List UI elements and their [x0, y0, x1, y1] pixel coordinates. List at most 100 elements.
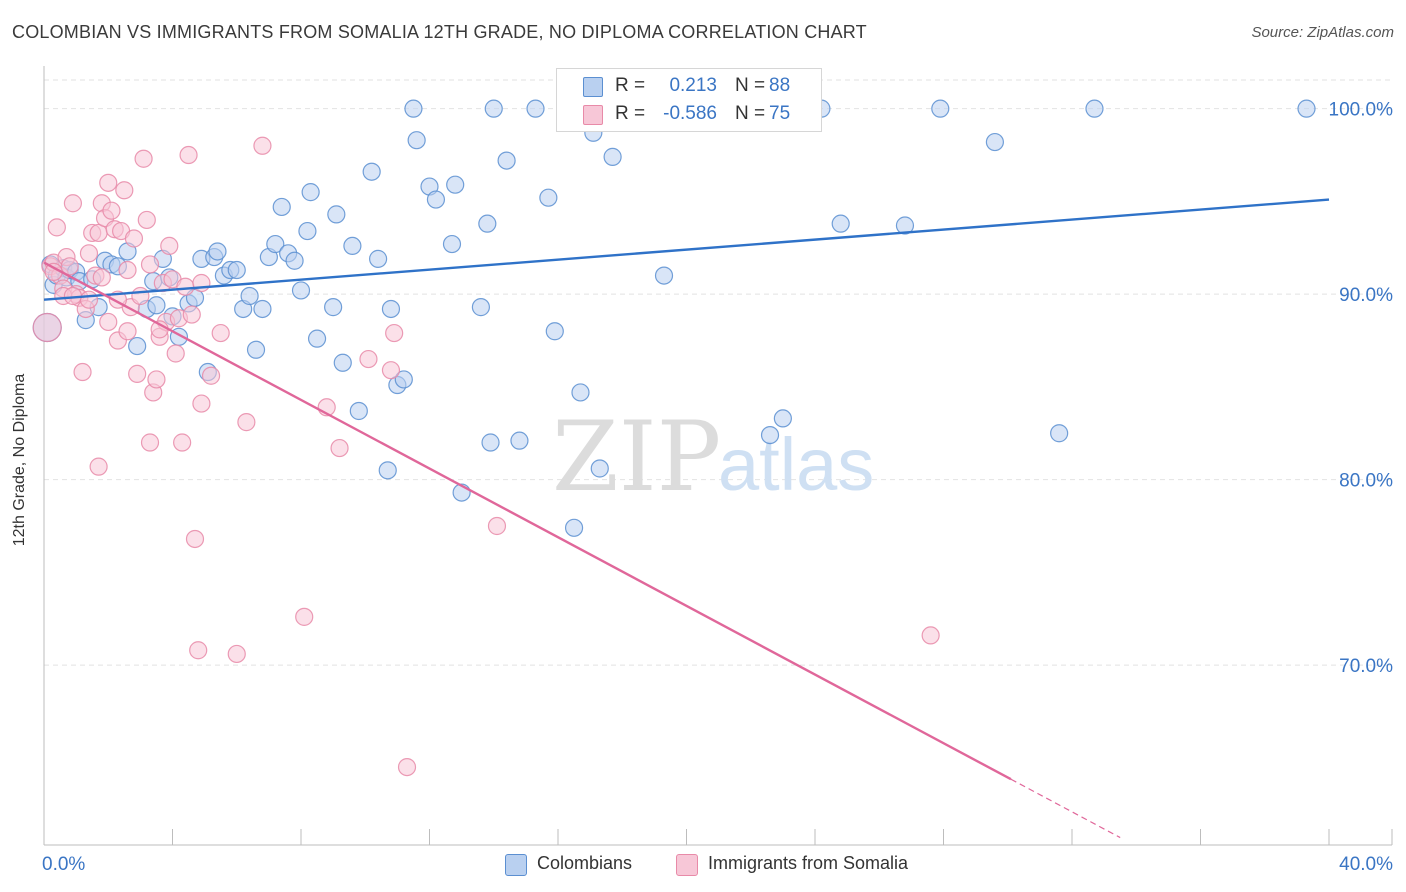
- colombians-point: [333, 353, 352, 372]
- legend-n-label: N =: [735, 103, 766, 124]
- watermark-zip: ZIP: [552, 401, 721, 513]
- legend-n-value: 75: [769, 103, 791, 124]
- somalia-point: [140, 255, 160, 274]
- colombians-point: [147, 296, 166, 315]
- somalia-point: [182, 305, 201, 324]
- y-tick-label: 70.0%: [1339, 656, 1393, 677]
- legend-label-colombians: Colombians: [537, 853, 633, 873]
- chart-title: COLOMBIAN VS IMMIGRANTS FROM SOMALIA 12T…: [12, 22, 867, 42]
- somalia-point: [330, 438, 349, 458]
- somalia-point: [147, 370, 166, 389]
- somalia-point: [140, 433, 160, 452]
- somalia-point: [32, 312, 62, 343]
- somalia-point: [79, 244, 99, 263]
- somalia-point: [487, 516, 507, 536]
- colombians-point: [272, 197, 291, 217]
- colombians-point: [760, 425, 780, 445]
- colombians-point: [285, 251, 304, 270]
- colombians-point: [478, 214, 497, 233]
- legend-r-label: R =: [615, 75, 646, 96]
- somalia-point: [47, 218, 66, 237]
- colombians-point: [539, 188, 558, 207]
- somalia-point: [89, 457, 108, 476]
- somalia-point: [359, 349, 378, 369]
- legend-swatch-blue: [583, 77, 603, 97]
- colombians-point: [301, 183, 320, 202]
- somalia-point: [397, 757, 417, 777]
- somalia-point: [166, 344, 185, 363]
- somalia-point: [63, 194, 83, 213]
- colombians-point: [227, 260, 246, 280]
- colombians-point: [240, 286, 259, 306]
- watermark: ZIP atlas: [552, 401, 874, 513]
- somalia-point: [124, 229, 144, 248]
- legend-swatch-colombians: [505, 854, 527, 876]
- colombians-point: [603, 147, 622, 166]
- chart-source: Source: ZipAtlas.com: [1251, 24, 1394, 41]
- colombians-point: [246, 340, 266, 359]
- colombians-point: [442, 234, 462, 254]
- colombians-point: [571, 383, 590, 402]
- colombians-point: [471, 298, 490, 317]
- colombians-point: [349, 401, 368, 421]
- colombians-point: [327, 205, 346, 224]
- somalia-point: [185, 529, 205, 549]
- colombians-point: [307, 329, 327, 348]
- somalia-point: [99, 312, 118, 332]
- colombians-point: [654, 266, 674, 285]
- colombians-point: [362, 162, 381, 181]
- colombians-point: [481, 433, 500, 452]
- somalia-point: [173, 433, 192, 452]
- somalia-point: [921, 626, 940, 645]
- gridlines: [44, 79, 1392, 666]
- axes: [43, 66, 1393, 846]
- somalia-point: [227, 644, 246, 664]
- colombians-point: [590, 459, 609, 478]
- colombians-point: [446, 175, 465, 194]
- somalia-point: [128, 364, 147, 383]
- colombians-point: [545, 322, 564, 341]
- colombians-point: [253, 299, 272, 319]
- colombians-point: [324, 298, 343, 317]
- somalia-point: [102, 201, 121, 220]
- somalia-point: [295, 607, 314, 626]
- legend-r-value: -0.586: [663, 103, 717, 124]
- colombians-point: [426, 190, 446, 209]
- colombians-trend-line: [43, 198, 1330, 301]
- colombians-point: [510, 431, 529, 450]
- somalia-point: [381, 361, 401, 380]
- legend-n-label: N =: [735, 75, 766, 96]
- colombians-point: [497, 151, 516, 170]
- colombians-point: [564, 518, 584, 537]
- somalia-point: [99, 173, 118, 192]
- somalia-point: [176, 277, 195, 296]
- somalia-point: [134, 149, 153, 168]
- somalia-point: [189, 641, 208, 660]
- legend-n-value: 88: [769, 75, 791, 96]
- correlation-legend: R = 0.213 N = 88 R = -0.586 N = 75: [556, 68, 822, 132]
- somalia-point: [385, 323, 404, 343]
- series-legend: Colombians Immigrants from Somalia: [0, 852, 1406, 878]
- somalia-trend-line: [43, 261, 1012, 781]
- colombians-point: [407, 131, 426, 150]
- colombians-point: [773, 409, 792, 428]
- somalia-point: [79, 290, 99, 309]
- colombians-point: [369, 249, 388, 268]
- trend-lines: [43, 198, 1330, 839]
- legend-label-somalia: Immigrants from Somalia: [708, 853, 909, 873]
- colombians-point: [208, 242, 227, 261]
- colombians-point: [1050, 424, 1069, 443]
- colombians-point: [526, 99, 545, 118]
- somalia-point: [60, 257, 79, 276]
- colombians-point: [291, 281, 311, 300]
- somalia-point: [201, 366, 221, 385]
- y-tick-label: 100.0%: [1329, 100, 1394, 121]
- somalia-point: [92, 268, 111, 287]
- colombians-point: [484, 99, 503, 118]
- somalia-point: [192, 394, 211, 413]
- colombians-point: [343, 236, 362, 256]
- colombians-point: [895, 216, 915, 235]
- somalia-point: [137, 210, 156, 230]
- legend-swatch-somalia: [676, 854, 698, 876]
